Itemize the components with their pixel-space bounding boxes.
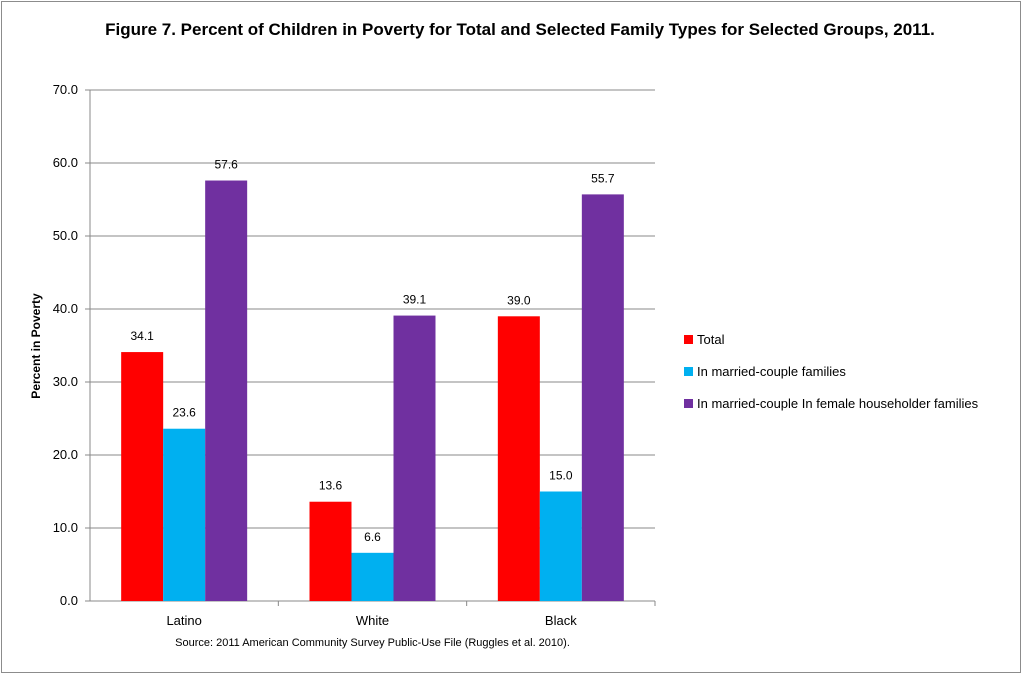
legend-swatch (684, 399, 693, 408)
data-label: 23.6 (172, 406, 196, 420)
data-label: 6.6 (364, 530, 381, 544)
data-labels: 34.1 23.6 57.6 13.6 6.6 39.1 39.0 15.0 55.7 (130, 158, 614, 544)
x-tick-label: Latino (166, 613, 201, 628)
bar (497, 316, 540, 601)
y-tick-label: 20.0 (53, 447, 78, 462)
chart-title: Figure 7. Percent of Children in Poverty… (105, 20, 935, 39)
data-label: 13.6 (319, 479, 343, 493)
bar (393, 315, 436, 601)
bar (309, 501, 352, 601)
bar (581, 194, 624, 601)
bars (121, 180, 624, 601)
x-tick-label: White (356, 613, 389, 628)
bar (539, 491, 582, 601)
y-tick-label: 0.0 (60, 593, 78, 608)
data-label: 34.1 (130, 329, 154, 343)
bar (351, 552, 394, 601)
legend-label: Total (697, 332, 725, 347)
y-axis-ticks: 0.0 10.0 20.0 30.0 40.0 50.0 60.0 70.0 (53, 82, 78, 608)
legend-label: In married-couple In female householder … (697, 396, 979, 411)
y-tick-label: 60.0 (53, 155, 78, 170)
y-axis-title: Percent in Poverty (29, 293, 43, 399)
x-tick-label: Black (545, 613, 577, 628)
y-tick-label: 40.0 (53, 301, 78, 316)
data-label: 39.0 (507, 293, 531, 307)
legend-swatch (684, 367, 693, 376)
data-label: 39.1 (403, 293, 427, 307)
y-tick-label: 70.0 (53, 82, 78, 97)
bar (163, 428, 206, 601)
y-tick-label: 10.0 (53, 520, 78, 535)
legend-swatch (684, 335, 693, 344)
legend-label: In married-couple families (697, 364, 846, 379)
data-label: 57.6 (214, 158, 238, 172)
bar (205, 180, 248, 601)
y-tick-label: 50.0 (53, 228, 78, 243)
x-axis-ticks: Latino White Black (166, 613, 577, 628)
bar (121, 352, 164, 601)
data-label: 55.7 (591, 171, 615, 185)
y-tick-label: 30.0 (53, 374, 78, 389)
data-label: 15.0 (549, 469, 573, 483)
source-note: Source: 2011 American Community Survey P… (175, 637, 570, 649)
